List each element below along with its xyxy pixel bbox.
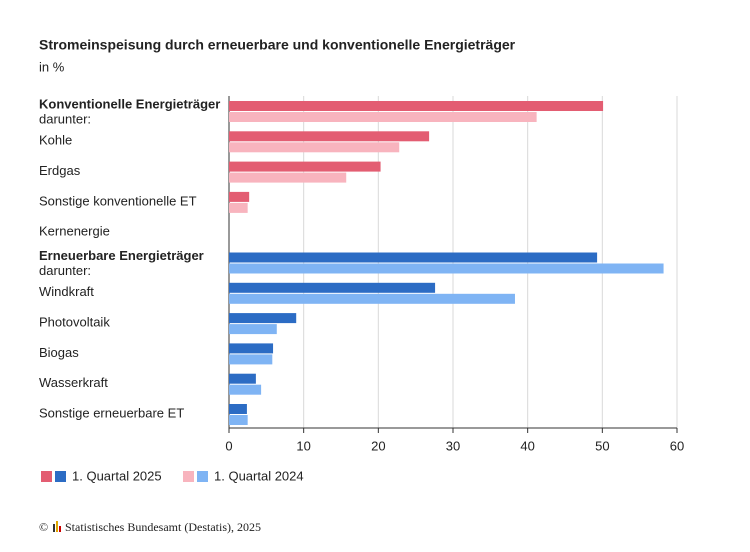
bar: [229, 373, 256, 384]
source: Statistisches Bundesamt (Destatis), 2025: [65, 520, 261, 534]
category-label: Erneuerbare Energieträger: [39, 248, 204, 263]
bar: [229, 142, 400, 153]
category-label: Erdgas: [39, 163, 81, 178]
bar: [229, 101, 604, 111]
x-tick-label: 40: [520, 438, 534, 453]
bar: [229, 112, 537, 122]
bar: [229, 354, 273, 365]
category-note: darunter:: [39, 263, 91, 278]
category-note: darunter:: [39, 111, 91, 126]
legend-swatch: [55, 471, 66, 482]
bar: [229, 161, 381, 172]
bar: [229, 324, 277, 335]
x-tick-label: 60: [670, 438, 684, 453]
legend-label: 1. Quartal 2025: [72, 468, 162, 483]
category-label: Biogas: [39, 345, 79, 360]
chart-title: Stromeinspeisung durch erneuerbare und k…: [39, 37, 516, 53]
bar: [229, 343, 274, 354]
copyright: ©: [39, 520, 48, 534]
legend-swatch: [41, 471, 52, 482]
category-label: Wasserkraft: [39, 375, 108, 390]
x-tick-label: 20: [371, 438, 385, 453]
bar: [229, 191, 250, 202]
bar: [229, 263, 664, 274]
bar: [229, 172, 347, 183]
x-tick-label: 10: [296, 438, 310, 453]
bar: [229, 282, 436, 293]
category-label: Kernenergie: [39, 224, 110, 239]
bar: [229, 202, 248, 213]
logo: [53, 521, 61, 532]
category-label: Photovoltaik: [39, 315, 110, 330]
category-label: Windkraft: [39, 284, 94, 299]
legend-swatch: [183, 471, 194, 482]
bar: [229, 384, 262, 395]
chart-subtitle: in %: [39, 59, 65, 74]
category-label: Sonstige erneuerbare ET: [39, 405, 184, 420]
category-label: Konventionelle Energieträger: [39, 96, 220, 111]
category-label: Sonstige konventionelle ET: [39, 193, 197, 208]
bar: [229, 252, 598, 263]
legend-swatch: [197, 471, 208, 482]
legend-label: 1. Quartal 2024: [214, 468, 304, 483]
bar: [229, 404, 247, 414]
category-label: Kohle: [39, 133, 72, 148]
bar: [229, 415, 248, 425]
bar: [229, 313, 297, 324]
bar: [229, 293, 515, 304]
x-tick-label: 0: [225, 438, 232, 453]
x-tick-label: 30: [446, 438, 460, 453]
bar: [229, 131, 430, 142]
x-tick-label: 50: [595, 438, 609, 453]
